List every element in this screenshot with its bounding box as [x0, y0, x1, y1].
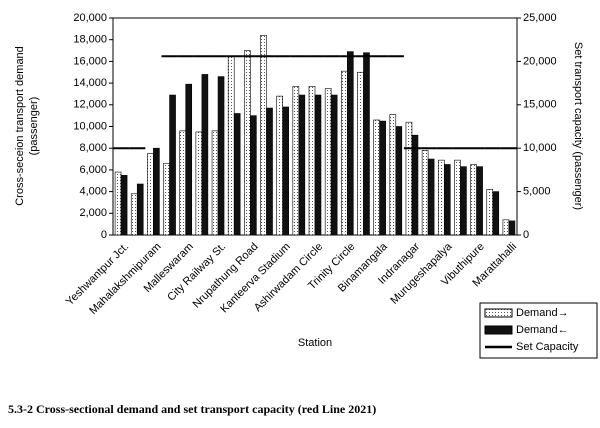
y-tick-label: 16,000 — [73, 55, 107, 67]
y-tick-label: 18,000 — [73, 34, 107, 46]
bar — [411, 134, 419, 236]
bar — [330, 94, 338, 236]
bar — [476, 166, 483, 236]
bar — [341, 70, 348, 236]
bar — [405, 121, 413, 236]
bar — [395, 126, 403, 236]
bar — [211, 130, 219, 236]
bar — [492, 191, 500, 236]
bar — [508, 220, 516, 236]
bar — [421, 150, 429, 236]
y2-tick-label: 0 — [523, 229, 529, 241]
y-tick-label: 4,000 — [79, 186, 107, 198]
y-tick-label: 14,000 — [73, 77, 107, 89]
bar — [427, 158, 435, 236]
y2-tick-label: 15,000 — [523, 99, 557, 111]
y-tick-label: 12,000 — [73, 99, 107, 111]
x-axis-title: Station — [298, 337, 332, 349]
y-tick-label: 2,000 — [79, 207, 107, 219]
legend-swatch — [484, 308, 513, 318]
caption: 5.3-2 Cross-sectional demand and set tra… — [8, 402, 376, 416]
bar — [227, 55, 235, 236]
legend-label: Demand→ — [516, 307, 569, 319]
y-axis-title: (passenger) — [28, 97, 40, 156]
x-tick-label: City Railway St. — [165, 241, 228, 304]
bar — [266, 107, 273, 236]
y-axis-title: Cross-seceion transport demand — [14, 46, 26, 206]
bar — [298, 94, 306, 236]
legend-label: Set Capacity — [516, 341, 579, 353]
bar — [153, 147, 160, 236]
bar — [379, 120, 386, 236]
bar — [454, 159, 461, 236]
y2-tick-label: 20,000 — [523, 55, 557, 67]
bar — [314, 94, 322, 236]
y-tick-label: 8,000 — [79, 142, 107, 154]
bar — [201, 74, 209, 236]
bar — [244, 50, 251, 236]
bar — [363, 52, 370, 236]
bar — [185, 83, 193, 236]
bar — [347, 51, 354, 236]
bar — [276, 95, 283, 236]
y2-axis-title: Set transport capacity (passenger) — [572, 42, 584, 210]
bar — [136, 183, 144, 236]
bar — [324, 88, 332, 236]
bar — [486, 189, 494, 236]
bar — [250, 115, 257, 236]
bar — [389, 114, 397, 236]
y-tick-label: 10,000 — [73, 120, 107, 132]
bar — [179, 130, 187, 236]
legend-label: Demand← — [516, 324, 569, 336]
y-tick-label: 6,000 — [79, 164, 107, 176]
bar — [169, 94, 176, 236]
bar — [120, 175, 128, 236]
bar — [282, 106, 289, 236]
bar — [163, 163, 170, 236]
bar — [292, 86, 300, 236]
bar — [437, 159, 445, 236]
bar — [460, 166, 467, 236]
bar — [357, 71, 364, 236]
y-tick-label: 0 — [101, 229, 107, 241]
bar — [443, 164, 451, 236]
bar — [233, 113, 241, 236]
bar — [502, 219, 510, 236]
y2-tick-label: 25,000 — [523, 12, 557, 24]
legend-swatch — [484, 325, 513, 335]
bar — [260, 35, 267, 236]
bar — [195, 131, 203, 236]
bar — [373, 119, 380, 236]
y2-tick-label: 5,000 — [523, 186, 551, 198]
bar — [147, 153, 154, 236]
y2-tick-label: 10,000 — [523, 142, 557, 154]
bar — [308, 86, 316, 236]
bar — [114, 171, 122, 236]
y-tick-label: 20,000 — [73, 12, 107, 24]
bar — [130, 193, 138, 236]
bar — [217, 76, 225, 236]
bar — [470, 164, 477, 236]
